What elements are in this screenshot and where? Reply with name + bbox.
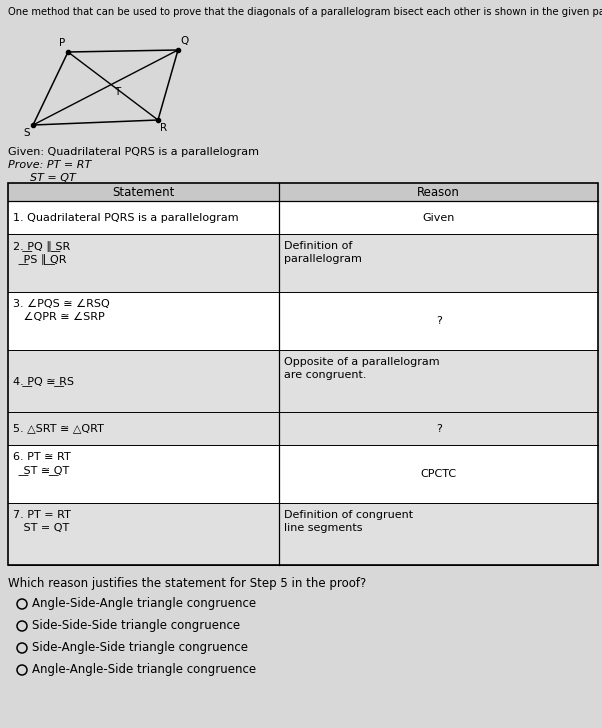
Text: 4. ͟PQ ≅ ͟RS: 4. ͟PQ ≅ ͟RS [13,376,74,386]
Text: ͟PS ∥ ͟QR: ͟PS ∥ ͟QR [13,254,66,265]
Text: CPCTC: CPCTC [421,469,457,479]
Text: Which reason justifies the statement for Step 5 in the proof?: Which reason justifies the statement for… [8,577,366,590]
Text: ?: ? [436,424,442,434]
Text: Statement: Statement [113,186,175,199]
Bar [8,292,598,350]
Text: P: P [59,38,65,48]
Bar [8,201,598,234]
Text: Given: Given [423,213,455,223]
Text: Angle-Angle-Side triangle congruence: Angle-Angle-Side triangle congruence [32,663,256,676]
Text: One method that can be used to prove that the diagonals of a parallelogram bisec: One method that can be used to prove tha… [8,7,602,17]
Text: parallelogram: parallelogram [284,254,362,264]
Text: 6. PT ≅ RT: 6. PT ≅ RT [13,452,71,462]
Text: Given: Quadrilateral PQRS is a parallelogram: Given: Quadrilateral PQRS is a parallelo… [8,147,259,157]
Text: ST = QT: ST = QT [30,173,76,183]
Text: ?: ? [436,316,442,326]
Text: S: S [23,128,30,138]
Text: T: T [114,87,120,97]
Text: 1. Quadrilateral PQRS is a parallelogram: 1. Quadrilateral PQRS is a parallelogram [13,213,238,223]
Text: Opposite of a parallelogram: Opposite of a parallelogram [284,357,440,367]
Text: R: R [160,123,167,133]
Text: Reason: Reason [417,186,460,199]
Text: ∠QPR ≅ ∠SRP: ∠QPR ≅ ∠SRP [13,312,105,322]
Text: ST = QT: ST = QT [13,523,69,533]
Bar [8,350,598,412]
Text: Definition of congruent: Definition of congruent [284,510,414,520]
Text: 5. △SRT ≅ △QRT: 5. △SRT ≅ △QRT [13,424,104,434]
Text: Definition of: Definition of [284,241,353,251]
Bar [8,183,598,201]
Bar [8,445,598,503]
Bar [8,412,598,445]
Bar [8,503,598,565]
Bar [8,183,598,565]
Text: 3. ∠PQS ≅ ∠RSQ: 3. ∠PQS ≅ ∠RSQ [13,299,110,309]
Text: 7. PT = RT: 7. PT = RT [13,510,71,520]
Text: Prove: PT = RT: Prove: PT = RT [8,160,92,170]
Text: Side-Angle-Side triangle congruence: Side-Angle-Side triangle congruence [32,641,248,654]
Text: Q: Q [180,36,188,46]
Text: 2. ͟PQ ∥ ͟SR: 2. ͟PQ ∥ ͟SR [13,241,70,252]
Text: Side-Side-Side triangle congruence: Side-Side-Side triangle congruence [32,620,240,633]
Text: line segments: line segments [284,523,363,533]
Text: are congruent.: are congruent. [284,370,367,380]
Bar [8,234,598,292]
Text: Angle-Side-Angle triangle congruence: Angle-Side-Angle triangle congruence [32,598,256,611]
Text: ͟ST ≅ ͟QT: ͟ST ≅ ͟QT [13,465,69,475]
